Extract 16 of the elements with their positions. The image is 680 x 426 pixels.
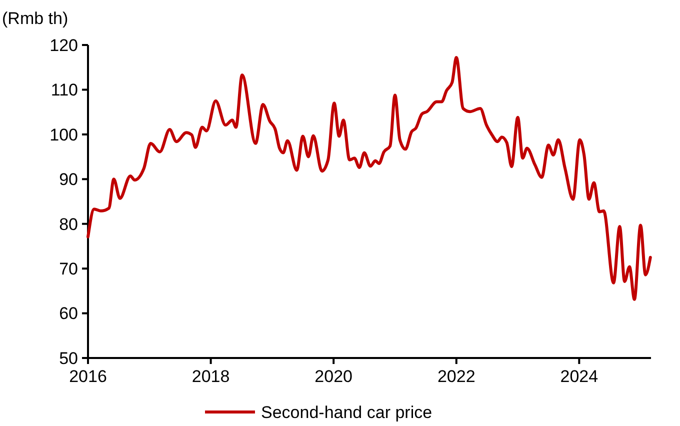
y-tick-label: 120 [50, 36, 78, 55]
y-tick-label: 60 [59, 304, 78, 324]
x-tick-label: 2020 [314, 367, 352, 386]
y-tick-label: 90 [59, 170, 78, 190]
y-axis-title: (Rmb th) [2, 9, 68, 28]
x-tick-label: 2016 [69, 367, 107, 386]
x-tick-label: 2022 [437, 367, 476, 386]
y-tick-label: 80 [59, 214, 78, 234]
y-tick-label: 110 [50, 80, 78, 100]
x-tick-label: 2024 [560, 367, 598, 386]
y-tick-label: 50 [59, 348, 78, 368]
y-tick-label: 70 [59, 260, 78, 279]
y-tick-label: 100 [50, 125, 78, 144]
line-series [86, 56, 652, 301]
legend-label: Second-hand car price [261, 402, 432, 422]
x-tick-label: 2018 [192, 367, 230, 386]
